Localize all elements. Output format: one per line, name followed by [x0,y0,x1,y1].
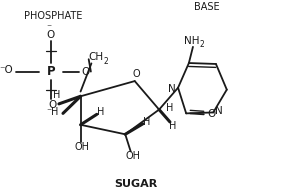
Text: N: N [215,107,223,117]
Text: ⁻: ⁻ [47,107,52,117]
Text: O: O [47,30,55,40]
Text: O: O [132,69,140,79]
Text: ⁻: ⁻ [47,23,52,33]
Text: CH: CH [89,52,104,62]
Text: ⁻O: ⁻O [0,65,14,75]
Text: H: H [143,117,151,127]
Text: H: H [97,108,104,118]
Text: BASE: BASE [194,2,219,12]
Text: SUGAR: SUGAR [114,179,158,189]
Text: H: H [53,90,60,100]
Text: PHOSPHATE: PHOSPHATE [24,12,83,22]
Text: H: H [166,103,173,113]
Text: NH: NH [185,36,200,46]
Text: OH: OH [74,142,89,152]
Text: O: O [207,109,215,119]
Text: H: H [169,121,176,131]
Text: 2: 2 [104,57,108,66]
Text: P: P [46,65,55,78]
Text: H: H [51,108,59,118]
Text: N: N [168,84,176,94]
Text: O: O [48,100,56,110]
Text: OH: OH [126,151,141,161]
Text: O: O [81,67,89,77]
Text: 2: 2 [200,40,204,49]
